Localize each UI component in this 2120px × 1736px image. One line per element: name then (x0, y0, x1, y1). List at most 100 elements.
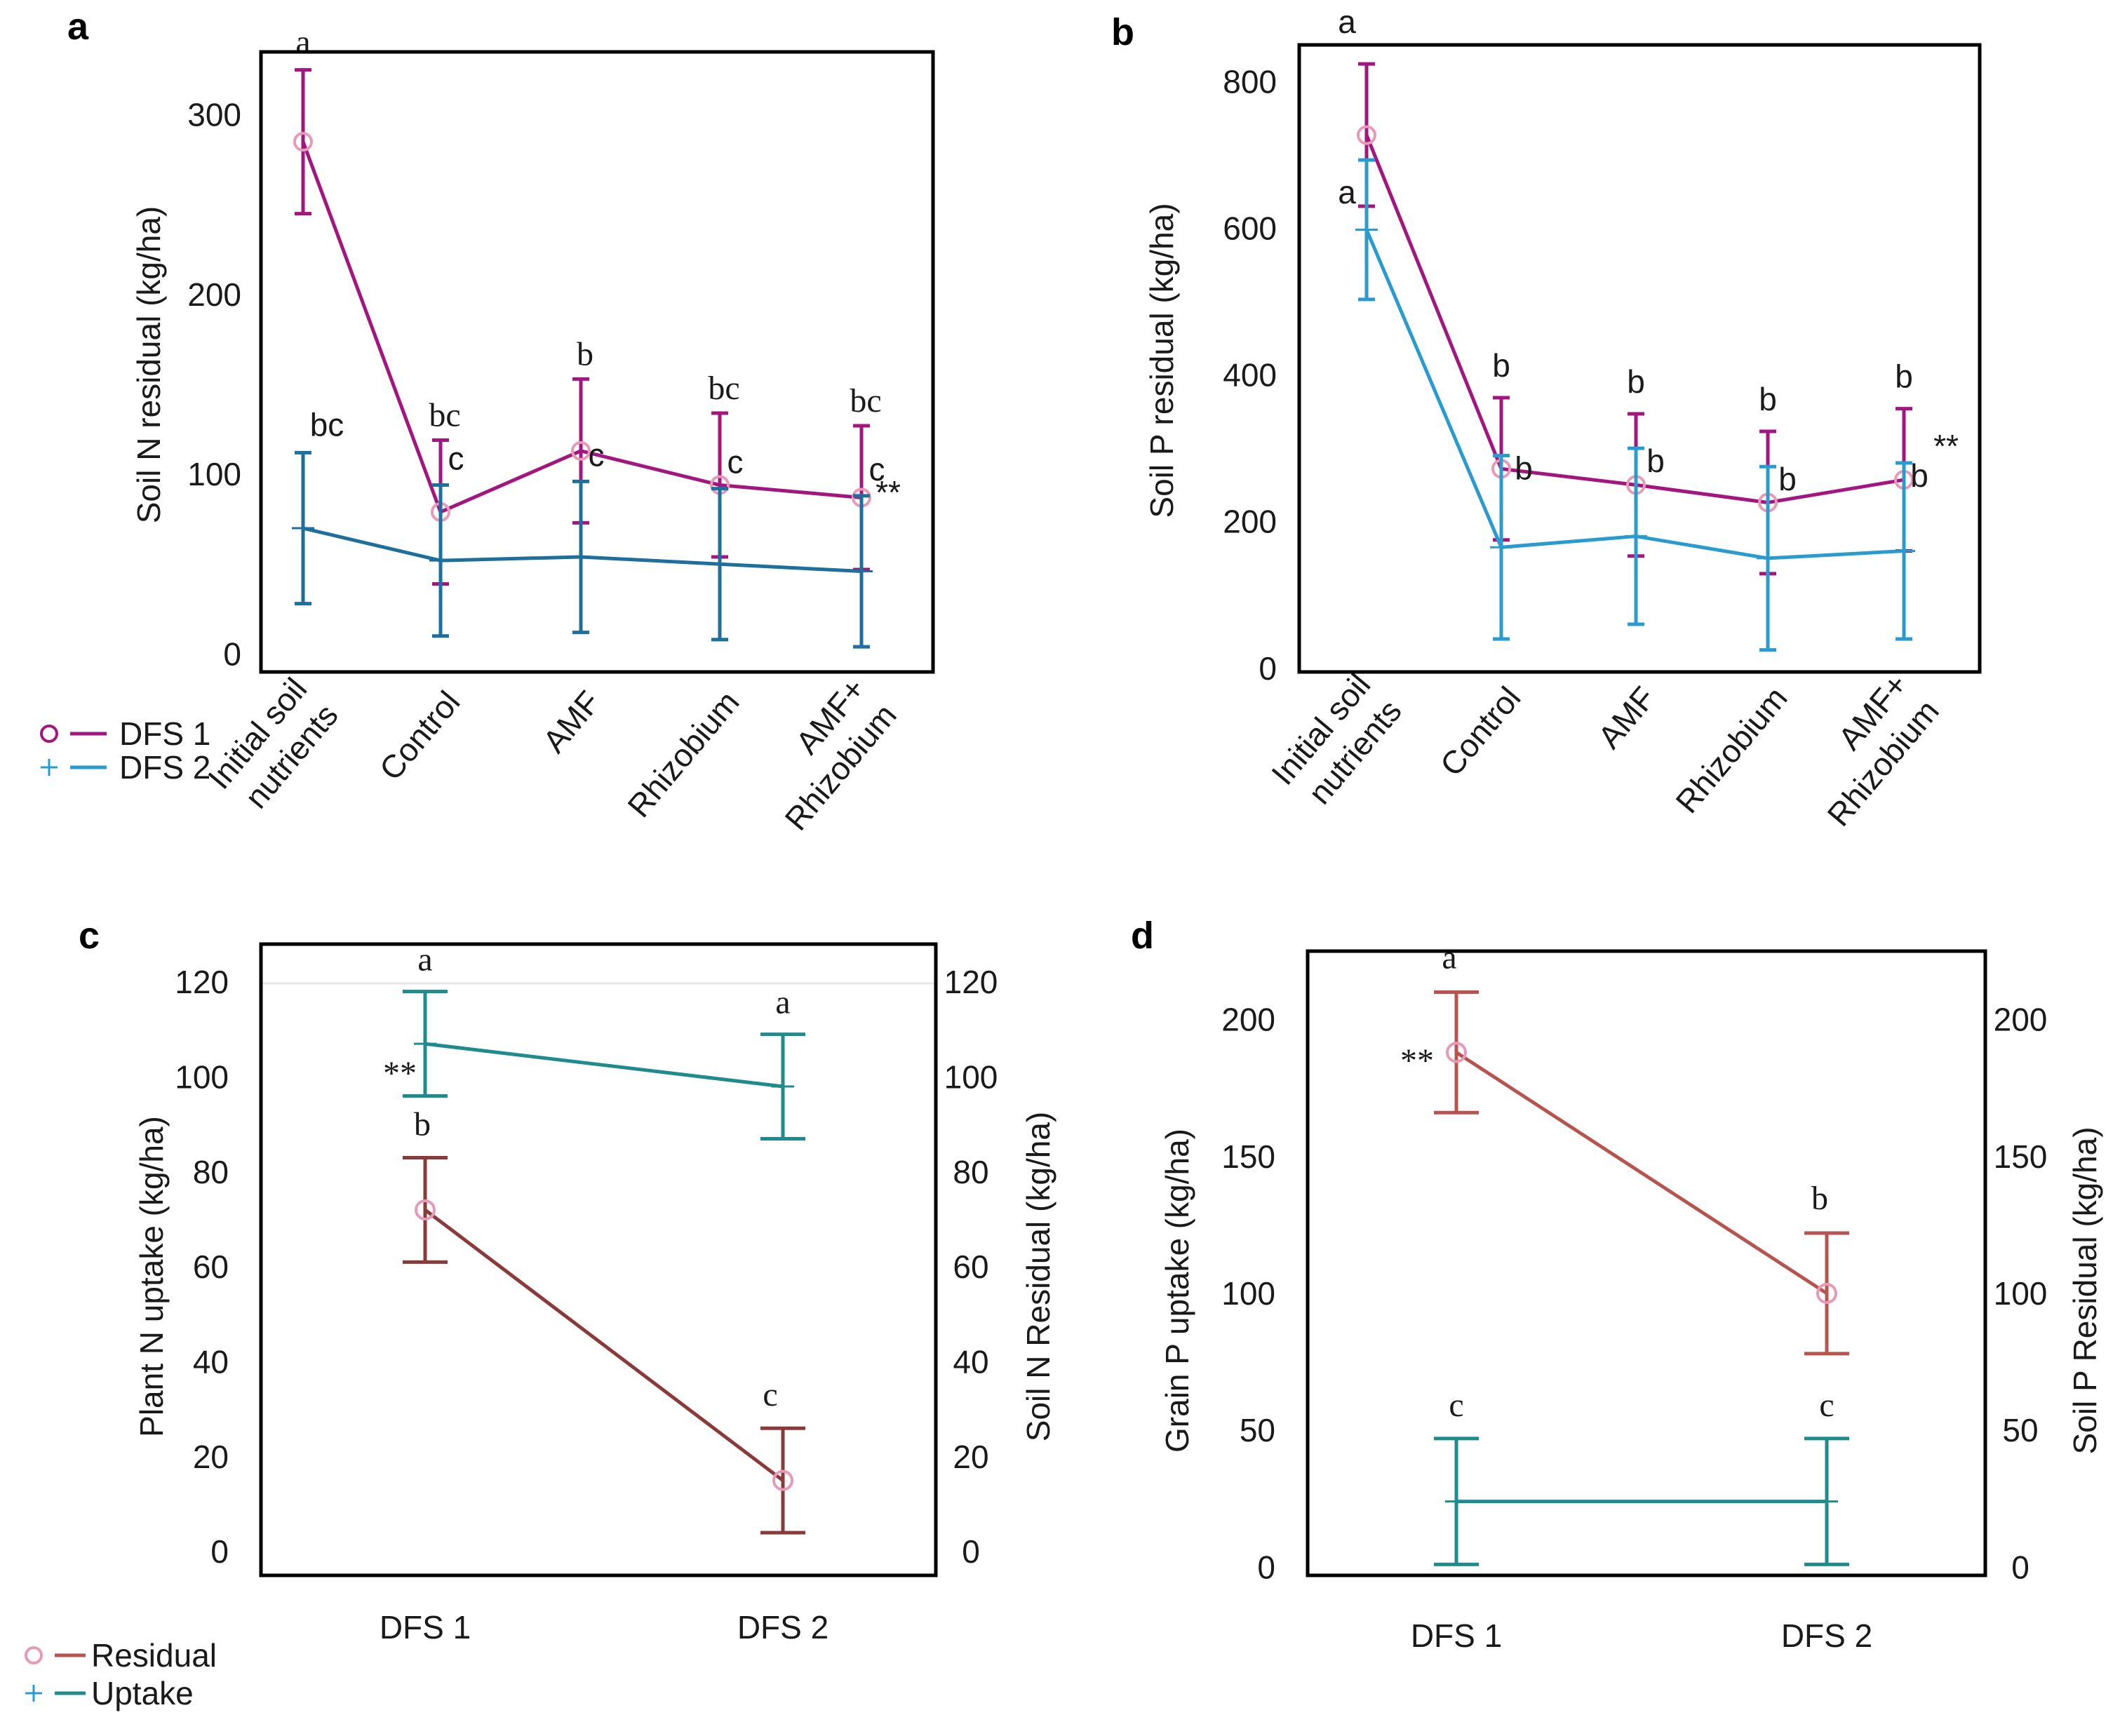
legend-dfs1-label: DFS 1 (119, 715, 210, 752)
x-category-label: DFS 2 (737, 1609, 828, 1646)
data-point-circle-dfs1 (293, 132, 313, 152)
legend-item-dfs1: DFS 1 (40, 715, 210, 752)
significance-letter: bc (850, 382, 881, 419)
y-tick-label: 150 (1221, 1138, 1275, 1175)
legend-residual-uptake: Residual Uptake (25, 1637, 217, 1711)
y-tick-label: 60 (193, 1249, 229, 1285)
significance-letter: b (1895, 358, 1913, 395)
panel-c-y2-axis-title: Soil N Residual (kg/ha) (1020, 1112, 1056, 1441)
legend-residual-label: Residual (91, 1637, 217, 1674)
significance-stars: ** (1400, 1042, 1434, 1079)
panel-d-y-axis-title: Grain P uptake (kg/ha) (1159, 1129, 1195, 1453)
y2-tick-label: 100 (1994, 1275, 2048, 1312)
legend-dfs2-label: DFS 2 (119, 749, 210, 786)
y2-tick-label: 100 (944, 1058, 998, 1095)
series-line-uptake (424, 1042, 784, 1089)
panel-d-chart: d Grain P uptake (kg/ha) Soil P Residual… (1131, 915, 2103, 1654)
y-tick-label: 40 (193, 1343, 229, 1380)
panel-c-label: c (79, 915, 100, 957)
panel-a-plot-frame (259, 50, 935, 674)
significance-letter: b (414, 1106, 431, 1143)
significance-letter: bc (429, 396, 460, 433)
significance-letter: a (417, 941, 432, 978)
y2-tick-label: 80 (953, 1154, 988, 1190)
y-tick-label: 0 (210, 1533, 229, 1570)
y-tick-label: 300 (187, 97, 241, 133)
y2-tick-label: 20 (953, 1439, 988, 1475)
y-tick-label: 20 (193, 1439, 229, 1475)
y2-tick-label: 120 (944, 964, 998, 1000)
significance-letter: bc (310, 406, 344, 443)
significance-letter: b (1778, 461, 1797, 497)
significance-letter: c (869, 451, 885, 487)
panel-c-plot-frame (259, 942, 938, 1577)
panel-a-y-axis-title: Soil N residual (kg/ha) (130, 206, 167, 524)
panel-d-y2-axis-title: Soil P Residual (kg/ha) (2067, 1126, 2103, 1454)
y-tick-label: 600 (1223, 210, 1277, 246)
significance-stars: ** (383, 1055, 417, 1092)
panel-d-label: d (1131, 915, 1154, 957)
y-tick-label: 200 (187, 276, 241, 313)
significance-letter: b (1811, 1180, 1828, 1217)
significance-letter: c (448, 440, 464, 477)
y-tick-label: 0 (1259, 650, 1277, 687)
y2-tick-label: 40 (953, 1343, 988, 1380)
series-line-residual (1455, 1051, 1828, 1296)
data-point-circle-dfs1 (571, 440, 591, 461)
y-tick-label: 200 (1223, 504, 1277, 540)
legend-dfs: DFS 1 DFS 2 (40, 715, 210, 786)
significance-letter: c (1819, 1387, 1834, 1424)
significance-letter: a (1338, 4, 1356, 40)
panel-c-chart: c Plant N uptake (kg/ha) Soil N Residual… (79, 915, 1056, 1646)
panel-d-plot-frame (1306, 949, 1987, 1577)
significance-letter: c (727, 444, 744, 480)
significance-stars: ** (1933, 428, 1959, 464)
y2-tick-label: 50 (2002, 1412, 2038, 1448)
y2-tick-label: 60 (953, 1249, 988, 1285)
significance-letter: c (589, 436, 605, 473)
data-point-circle-dfs1 (1357, 125, 1376, 145)
significance-letter: b (1646, 443, 1665, 479)
y-tick-label: 800 (1223, 63, 1277, 100)
significance-letter: a (775, 984, 790, 1021)
y2-tick-label: 0 (2011, 1549, 2030, 1585)
y2-tick-label: 150 (1994, 1138, 2048, 1175)
y-tick-label: 50 (1240, 1412, 1275, 1448)
legend-uptake-label: Uptake (91, 1675, 194, 1711)
y-tick-label: 100 (1221, 1275, 1275, 1312)
panel-c-y-axis-title: Plant N uptake (kg/ha) (133, 1116, 170, 1437)
series-line-residual (424, 1208, 784, 1482)
y-tick-label: 0 (1257, 1549, 1275, 1585)
significance-letter: a (1338, 174, 1356, 210)
data-point-circle-residual (772, 1469, 793, 1491)
legend-dfs1-circle-marker (40, 725, 58, 743)
y-tick-label: 120 (175, 964, 229, 1000)
panel-a-label: a (67, 6, 89, 48)
significance-letter: b (1515, 450, 1533, 487)
y2-tick-label: 200 (1994, 1002, 2048, 1038)
significance-letter: b (1910, 457, 1928, 494)
legend-item-uptake: Uptake (25, 1675, 194, 1711)
data-point-circle-residual (415, 1199, 436, 1220)
significance-letter: b (577, 335, 593, 372)
significance-stars: ** (875, 474, 901, 511)
y-tick-label: 80 (193, 1154, 229, 1190)
panel-b-plot-frame (1297, 43, 1982, 674)
y-tick-label: 100 (175, 1058, 229, 1095)
data-point-circle-residual (1816, 1282, 1837, 1304)
significance-letter: c (763, 1376, 777, 1413)
panel-b-y-axis-title: Soil P residual (kg/ha) (1143, 203, 1180, 518)
legend-residual-circle-marker (25, 1646, 43, 1664)
significance-letter: bc (708, 370, 739, 407)
y-tick-label: 200 (1221, 1002, 1275, 1038)
x-category-label: DFS 1 (1411, 1617, 1502, 1654)
y-tick-label: 400 (1223, 357, 1277, 393)
data-point-circle-residual (1446, 1042, 1467, 1063)
significance-letter: b (1627, 363, 1645, 400)
x-category-label: DFS 1 (380, 1609, 471, 1646)
y2-tick-label: 0 (962, 1533, 980, 1570)
y-tick-label: 0 (223, 635, 241, 672)
x-category-label: DFS 2 (1781, 1617, 1872, 1654)
